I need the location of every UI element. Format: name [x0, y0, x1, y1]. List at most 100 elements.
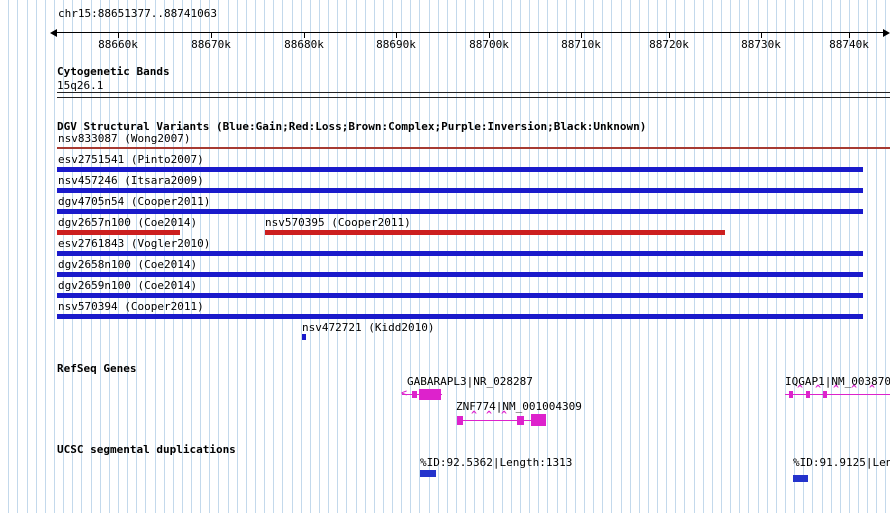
gridline — [602, 0, 603, 513]
segdup-label[interactable]: %ID:92.5362|Length:1313 — [420, 456, 573, 469]
variant-label[interactable]: dgv2659n100 (Coe2014) — [58, 279, 198, 292]
variant-bar[interactable] — [57, 209, 863, 214]
gridline — [273, 0, 274, 513]
gridline — [575, 0, 576, 513]
gridline — [621, 0, 622, 513]
gridline — [145, 0, 146, 513]
gridline — [703, 0, 704, 513]
variant-bar[interactable] — [57, 167, 863, 172]
gene-label[interactable]: GABARAPL3|NR_028287 — [407, 375, 533, 388]
variant-label[interactable]: nsv457246 (Itsara2009) — [58, 174, 204, 187]
variant-label[interactable]: nsv833087 (Wong2007) — [58, 132, 191, 145]
gridline — [465, 0, 466, 513]
variant-label[interactable]: nsv472721 (Kidd2010) — [302, 321, 435, 334]
ruler-tick-label: 88690k — [376, 38, 416, 51]
variant-bar[interactable] — [302, 334, 306, 340]
ruler-right-arrow-icon — [883, 29, 890, 37]
gridline — [118, 0, 119, 513]
gridline — [255, 0, 256, 513]
gridline — [100, 0, 101, 513]
gridline — [657, 0, 658, 513]
gene-line[interactable] — [457, 420, 546, 421]
gridline — [483, 0, 484, 513]
gene-exon[interactable] — [457, 416, 463, 425]
gridline — [45, 0, 46, 513]
gridline — [127, 0, 128, 513]
gridline — [593, 0, 594, 513]
gridline — [474, 0, 475, 513]
variant-bar[interactable] — [57, 230, 180, 235]
gridline — [209, 0, 210, 513]
gridline — [410, 0, 411, 513]
intron-hat-icon: ^ — [471, 410, 478, 421]
intron-hat-icon: ^ — [851, 384, 858, 395]
gridline — [648, 0, 649, 513]
variant-bar[interactable] — [57, 147, 890, 149]
gridline — [182, 0, 183, 513]
ruler-tick-mark — [304, 33, 305, 38]
intron-hat-icon: ^ — [501, 410, 508, 421]
gridline — [776, 0, 777, 513]
gene-exon[interactable] — [419, 389, 441, 400]
variant-label[interactable]: esv2761843 (Vogler2010) — [58, 237, 211, 250]
variant-label[interactable]: esv2751541 (Pinto2007) — [58, 153, 204, 166]
gridline — [292, 0, 293, 513]
ruler-tick-label: 88700k — [469, 38, 509, 51]
gridline — [456, 0, 457, 513]
ruler-tick-mark — [118, 33, 119, 38]
cytoband-box — [57, 92, 890, 98]
variant-label[interactable]: nsv570395 (Cooper2011) — [265, 216, 411, 229]
intron-hat-icon: ^ — [869, 384, 876, 395]
gridline — [684, 0, 685, 513]
variant-bar[interactable] — [57, 188, 863, 193]
gridline — [319, 0, 320, 513]
gridline — [840, 0, 841, 513]
variant-label[interactable]: dgv2657n100 (Coe2014) — [58, 216, 198, 229]
gridline — [17, 0, 18, 513]
gene-exon[interactable] — [789, 391, 793, 398]
region-title: chr15:88651377..88741063 — [58, 7, 217, 20]
gridline — [200, 0, 201, 513]
ruler-tick-mark — [849, 33, 850, 38]
gridline — [885, 0, 886, 513]
segdup-label[interactable]: %ID:91.9125|Leng — [793, 456, 890, 469]
gridline — [63, 0, 64, 513]
gridline — [27, 0, 28, 513]
intron-hat-icon: ^ — [815, 384, 822, 395]
gene-exon[interactable] — [531, 414, 546, 426]
gene-label[interactable]: ZNF774|NM_001004309 — [456, 400, 582, 413]
gene-exon[interactable] — [517, 416, 524, 425]
gridline — [493, 0, 494, 513]
ruler-tick-mark — [669, 33, 670, 38]
gene-label[interactable]: IQGAP1|NM_003870 — [785, 375, 890, 388]
variant-bar[interactable] — [57, 293, 863, 298]
gene-line[interactable] — [785, 394, 890, 395]
variant-bar[interactable] — [265, 230, 725, 235]
segdup-block[interactable] — [420, 470, 436, 477]
gridline — [566, 0, 567, 513]
gridline — [81, 0, 82, 513]
variant-label[interactable]: dgv4705n54 (Cooper2011) — [58, 195, 211, 208]
gridline — [730, 0, 731, 513]
variant-label[interactable]: nsv570394 (Cooper2011) — [58, 300, 204, 313]
segdup-block[interactable] — [793, 475, 808, 482]
gridline — [502, 0, 503, 513]
gene-exon[interactable] — [823, 391, 827, 398]
variant-bar[interactable] — [57, 251, 863, 256]
gridline — [849, 0, 850, 513]
gene-exon[interactable] — [412, 391, 417, 398]
variant-bar[interactable] — [57, 272, 863, 277]
gridline — [264, 0, 265, 513]
gridline — [72, 0, 73, 513]
gridline — [365, 0, 366, 513]
variant-bar[interactable] — [57, 314, 863, 319]
gene-exon[interactable] — [806, 391, 810, 398]
gridline — [356, 0, 357, 513]
gridline — [529, 0, 530, 513]
gridline — [164, 0, 165, 513]
gridline — [758, 0, 759, 513]
ruler-left-arrow-icon — [50, 29, 57, 37]
variant-label[interactable]: dgv2658n100 (Coe2014) — [58, 258, 198, 271]
gridline — [520, 0, 521, 513]
